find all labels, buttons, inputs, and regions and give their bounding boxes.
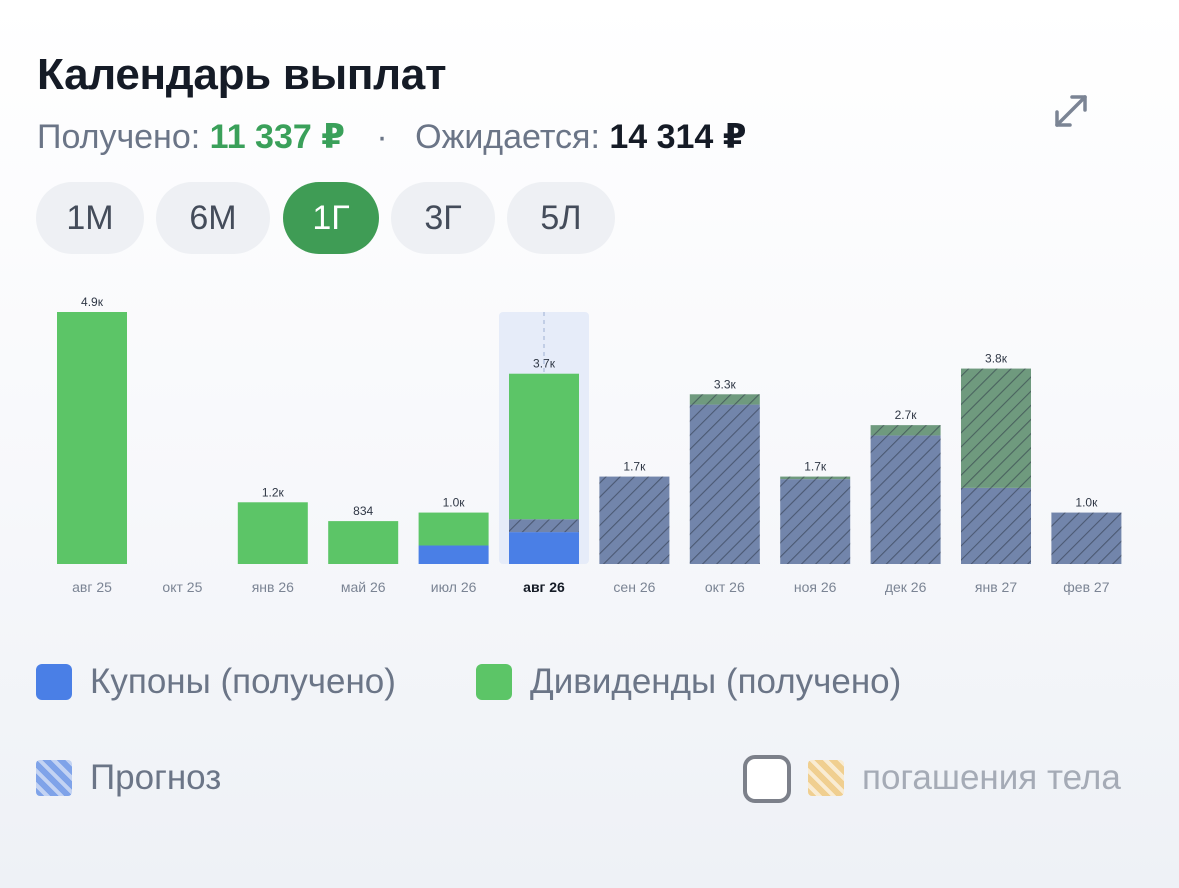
x-tick-label-9: дек 26 — [885, 579, 927, 595]
bar-value-label-5: 3.7к — [533, 357, 556, 371]
bar-value-label-6: 1.7к — [623, 460, 646, 474]
legend-body-repayment-label[interactable]: погашения тела — [862, 758, 1121, 797]
tab-5y[interactable]: 5Л — [507, 182, 615, 254]
x-tick-label-0: авг 25 — [72, 579, 112, 595]
bar-dividends-4 — [418, 512, 489, 546]
x-tick-label-1: окт 25 — [162, 579, 202, 595]
bar-coupons-4 — [418, 545, 489, 564]
bar-hatch-forecast-coupons-7 — [689, 404, 760, 564]
bar-hatch-forecast-coupons-10 — [961, 487, 1031, 564]
x-tick-label-7: окт 26 — [705, 579, 745, 595]
legend-dividends-swatch — [476, 664, 512, 700]
x-tick-label-5: авг 26 — [523, 579, 565, 595]
bar-value-label-3: 834 — [353, 504, 373, 518]
x-tick-label-4: июл 26 — [431, 579, 477, 595]
bar-coupons-5 — [509, 532, 579, 564]
bar-hatch-forecast-dividends-8 — [780, 476, 851, 480]
legend-body-repayment-swatch — [808, 760, 844, 796]
bar-dividends-2 — [237, 502, 308, 564]
bar-value-label-7: 3.3к — [714, 377, 737, 391]
bar-dividends-0 — [57, 312, 127, 564]
bar-hatch-forecast-dividends-7 — [689, 394, 760, 405]
expected-label: Ожидается: — [415, 118, 600, 156]
expected-value: 14 314 ₽ — [609, 118, 747, 156]
legend-forecast-swatch — [36, 760, 72, 796]
bar-value-label-0: 4.9к — [81, 295, 104, 309]
bar-value-label-4: 1.0к — [443, 496, 466, 510]
bar-dividends-5 — [509, 373, 579, 520]
bar-value-label-11: 1.0к — [1075, 496, 1098, 510]
x-tick-label-11: фев 27 — [1063, 579, 1109, 595]
summary-separator: · — [376, 118, 388, 156]
bar-value-label-10: 3.8к — [985, 352, 1008, 366]
page-title: Календарь выплат — [37, 50, 447, 99]
bar-value-label-2: 1.2к — [262, 485, 285, 499]
body-repayment-checkbox[interactable] — [743, 755, 791, 803]
x-tick-label-6: сен 26 — [613, 579, 655, 595]
bar-value-label-8: 1.7к — [804, 460, 827, 474]
bar-hatch-forecast-dividends-10 — [961, 368, 1031, 488]
legend-coupons-swatch — [36, 664, 72, 700]
legend-forecast-label: Прогноз — [90, 758, 222, 797]
received-label: Получено: — [37, 118, 201, 156]
bar-hatch-forecast-coupons-11 — [1051, 512, 1122, 564]
x-tick-label-10: янв 27 — [975, 579, 1017, 595]
payout-summary: Получено: 11 337 ₽ · Ожидается: 14 314 ₽ — [37, 117, 746, 157]
legend-coupons-label: Купоны (получено) — [90, 662, 396, 701]
received-value: 11 337 ₽ — [209, 118, 345, 156]
bar-hatch-forecast-dividends-9 — [870, 425, 941, 436]
x-tick-label-8: ноя 26 — [794, 579, 837, 595]
bar-dividends-3 — [328, 521, 399, 564]
bar-hatch-forecast-coupons-5 — [509, 519, 579, 533]
bar-hatch-forecast-coupons-9 — [870, 435, 941, 564]
tab-1y[interactable]: 1Г — [283, 182, 379, 254]
bar-hatch-forecast-coupons-8 — [780, 479, 851, 564]
bar-value-label-9: 2.7к — [895, 408, 918, 422]
expand-arrows-icon[interactable] — [1050, 90, 1092, 132]
tab-1m[interactable]: 1М — [36, 182, 144, 254]
tab-6m[interactable]: 6М — [156, 182, 270, 254]
tab-3y[interactable]: 3Г — [391, 182, 495, 254]
x-tick-label-3: май 26 — [341, 579, 386, 595]
legend-dividends-label: Дивиденды (получено) — [530, 662, 902, 701]
bar-hatch-forecast-coupons-6 — [599, 476, 670, 564]
payouts-bar-chart: 4.9к авг 25 окт 25 1.2к янв 26 834 май 26 1.0к и… — [57, 295, 1122, 595]
x-tick-label-2: янв 26 — [252, 579, 294, 595]
